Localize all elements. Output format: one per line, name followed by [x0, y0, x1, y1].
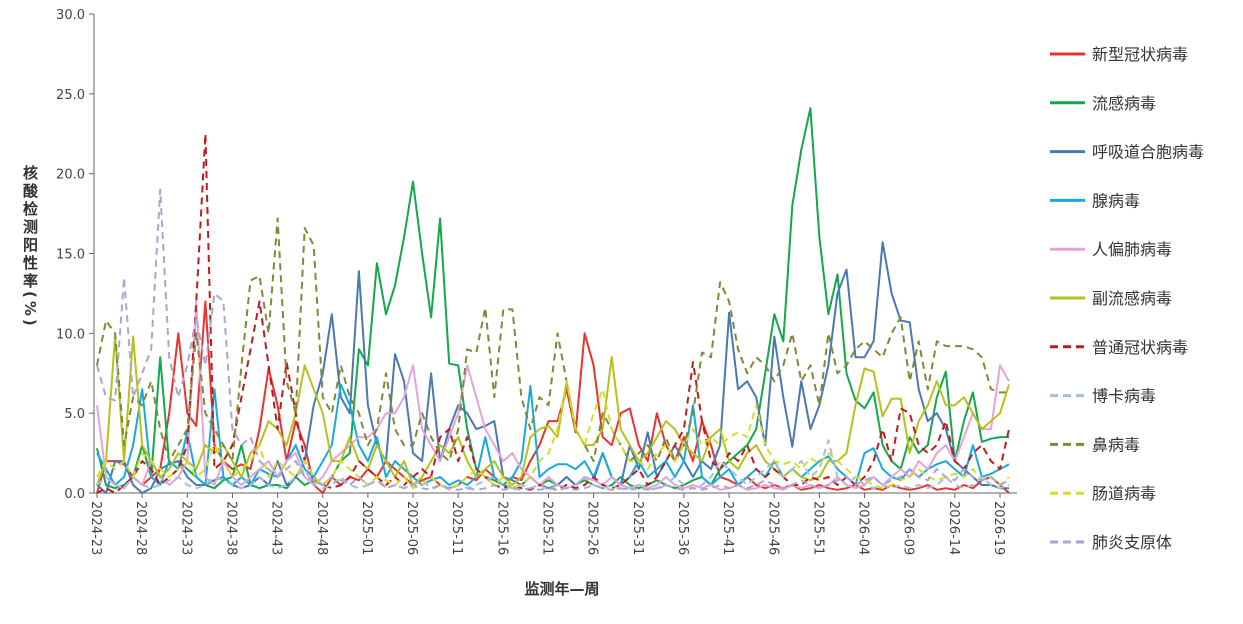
x-tick-label: 2025-51: [810, 501, 825, 555]
series-line: [96, 335, 1010, 486]
x-tick-label: 2026-14: [946, 501, 961, 555]
legend-label: 腺病毒: [1092, 191, 1140, 210]
x-tick-label: 2024-23: [88, 501, 103, 555]
series-line: [96, 300, 1010, 491]
x-tick-label: 2025-46: [765, 501, 780, 555]
legend-label: 副流感病毒: [1092, 289, 1172, 308]
x-tick-label: 2026-09: [901, 501, 916, 555]
series-line: [96, 217, 1009, 463]
y-axis-title: 核酸检测阳性率(%): [21, 164, 39, 329]
series-line: [96, 383, 1010, 486]
x-tick-label: 2026-19: [991, 501, 1006, 555]
series-line: [96, 188, 1010, 491]
legend-label: 肺炎支原体: [1092, 533, 1172, 552]
y-tick-label: 5.0: [64, 407, 85, 422]
legend-label: 博卡病毒: [1092, 387, 1156, 406]
x-tick-label: 2024-38: [223, 501, 238, 555]
x-axis-title: 监测年—周: [524, 580, 599, 598]
series-line: [96, 300, 1010, 494]
legend-label: 肠道病毒: [1092, 484, 1156, 503]
x-tick-label: 2025-11: [449, 501, 464, 555]
legend-label: 新型冠状病毒: [1092, 45, 1188, 64]
legend-label: 鼻病毒: [1092, 435, 1140, 454]
x-tick-label: 2025-41: [720, 501, 735, 555]
series-line: [96, 439, 1010, 491]
legend-label: 普通冠状病毒: [1092, 338, 1188, 357]
y-tick-label: 25.0: [56, 88, 85, 103]
x-tick-label: 2025-01: [359, 501, 374, 555]
x-tick-label: 2026-04: [856, 501, 871, 555]
x-tick-label: 2025-26: [585, 501, 600, 555]
legend-label: 流感病毒: [1092, 94, 1156, 113]
x-tick-label: 2025-31: [630, 501, 645, 555]
x-tick-label: 2025-21: [540, 501, 555, 555]
series-line: [96, 380, 1010, 490]
x-tick-label: 2024-48: [314, 501, 329, 555]
x-tick-label: 2024-43: [269, 501, 284, 555]
x-tick-label: 2025-16: [494, 501, 509, 555]
x-tick-label: 2025-06: [404, 501, 419, 555]
x-tick-label: 2024-33: [178, 501, 193, 555]
y-tick-label: 15.0: [56, 248, 85, 263]
y-tick-label: 0.0: [64, 487, 85, 502]
x-tick-label: 2025-36: [675, 501, 690, 555]
y-tick-label: 20.0: [56, 168, 85, 183]
x-tick-label: 2024-28: [133, 501, 148, 555]
legend-label: 呼吸道合胞病毒: [1092, 143, 1204, 162]
legend-label: 人偏肺病毒: [1092, 240, 1172, 259]
y-tick-label: 30.0: [56, 8, 85, 23]
y-tick-label: 10.0: [56, 327, 85, 342]
